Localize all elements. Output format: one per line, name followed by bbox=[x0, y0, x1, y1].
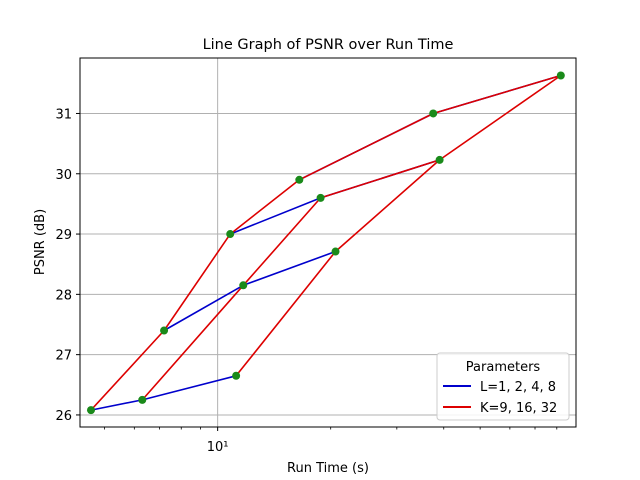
y-tick-label: 28 bbox=[55, 288, 72, 303]
series-line bbox=[298, 74, 562, 181]
series-line bbox=[90, 74, 562, 411]
legend-title: Parameters bbox=[466, 360, 541, 375]
legend-label-l: L=1, 2, 4, 8 bbox=[480, 380, 556, 395]
y-tick-label: 26 bbox=[55, 409, 72, 424]
data-point bbox=[295, 175, 304, 184]
x-tick-label: 10¹ bbox=[207, 440, 229, 455]
data-point bbox=[226, 230, 235, 239]
x-axis-ticks: 10¹ bbox=[104, 427, 558, 455]
series-line bbox=[163, 250, 336, 332]
data-markers bbox=[86, 71, 565, 415]
series-line bbox=[90, 375, 237, 411]
data-point bbox=[239, 281, 248, 290]
data-point bbox=[86, 406, 95, 415]
series-line bbox=[229, 159, 440, 235]
legend-box bbox=[436, 352, 570, 421]
data-point bbox=[435, 155, 444, 164]
y-tick-label: 31 bbox=[55, 107, 72, 122]
y-axis-label: PSNR (dB) bbox=[33, 209, 48, 275]
y-axis-ticks: 26 27 28 29 30 31 bbox=[55, 107, 80, 424]
data-point bbox=[331, 247, 340, 256]
data-point bbox=[316, 193, 325, 202]
data-point bbox=[138, 395, 147, 404]
gridlines bbox=[80, 58, 576, 427]
data-point bbox=[232, 371, 241, 380]
data-point bbox=[429, 109, 438, 118]
legend-label-k: K=9, 16, 32 bbox=[480, 401, 557, 416]
y-tick-label: 29 bbox=[55, 228, 72, 243]
data-point bbox=[556, 71, 565, 80]
y-tick-label: 30 bbox=[55, 168, 72, 183]
legend: Parameters L=1, 2, 4, 8 K=9, 16, 32 bbox=[436, 352, 570, 421]
y-tick-label: 27 bbox=[55, 349, 72, 364]
chart-title: Line Graph of PSNR over Run Time bbox=[203, 37, 454, 53]
x-axis-label: Run Time (s) bbox=[287, 461, 369, 476]
plot-frame bbox=[79, 57, 577, 428]
data-point bbox=[160, 326, 169, 335]
